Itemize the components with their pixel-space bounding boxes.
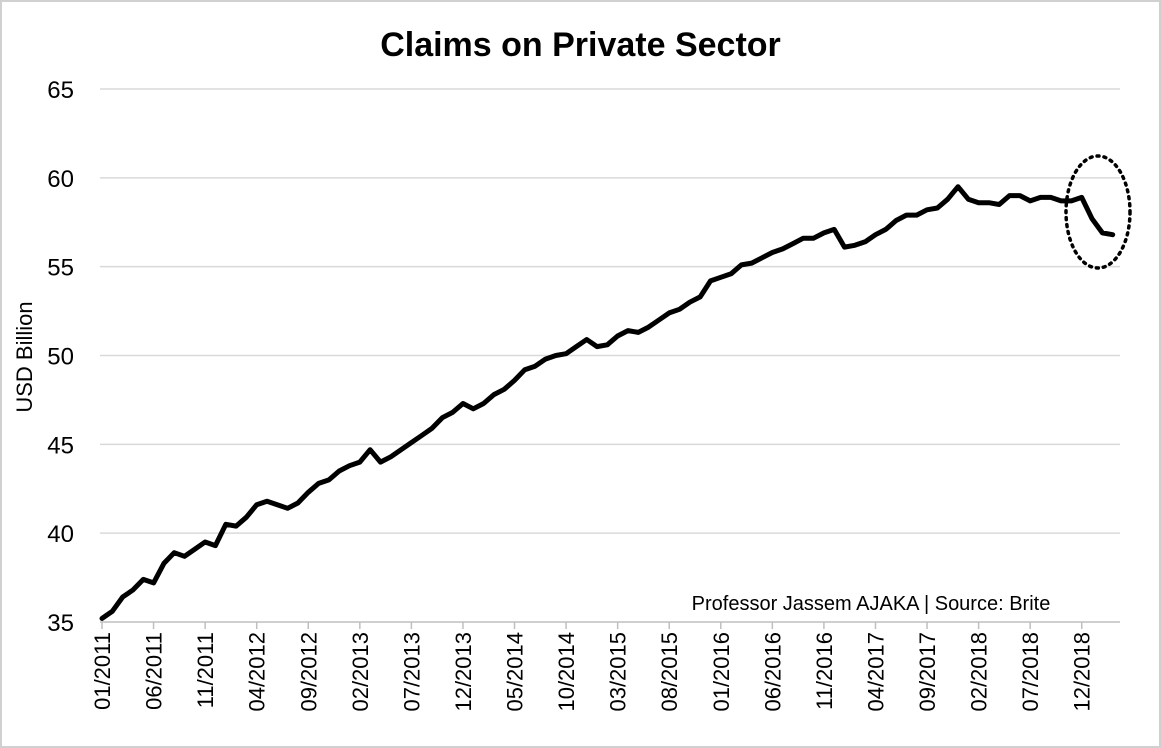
x-tick-label: 09/2012 [296, 632, 321, 712]
x-tick-label: 11/2016 [812, 632, 837, 710]
series-line-0 [99, 184, 1116, 621]
x-tick-label: 12/2018 [1070, 632, 1095, 712]
x-tick-label: 12/2013 [451, 632, 476, 712]
x-tick-label: 09/2017 [915, 632, 940, 712]
x-tick-label: 05/2014 [503, 632, 528, 712]
y-axis-label: USD Billion [12, 301, 37, 412]
gridlines [100, 88, 1120, 623]
x-tick-label: 08/2015 [657, 632, 682, 712]
x-tick-label: 01/2011 [90, 632, 115, 710]
x-tick-label: 02/2013 [348, 632, 373, 712]
x-axis-ticks: 01/2011 06/2011 11/2011 04/2012 09/2012 02/20… [90, 622, 1095, 712]
x-tick-label: 07/2018 [1018, 632, 1043, 712]
x-tick-label: 03/2015 [606, 632, 631, 712]
x-tick-label: 11/2011 [193, 632, 218, 708]
x-tick-label: 04/2017 [863, 632, 888, 712]
series-layer [99, 184, 1116, 621]
y-tick-label: 40 [47, 521, 74, 548]
x-tick-label: 06/2011 [142, 632, 167, 710]
y-tick-label: 60 [47, 166, 74, 193]
y-tick-label: 65 [47, 77, 74, 104]
chart-title: Claims on Private Sector [380, 26, 781, 64]
highlight-ellipse [1064, 154, 1132, 270]
x-tick-label: 04/2012 [245, 632, 270, 712]
x-tick-label: 02/2018 [967, 632, 992, 712]
y-tick-label: 35 [47, 610, 74, 637]
y-tick-label: 45 [47, 432, 74, 459]
x-tick-label: 06/2016 [760, 632, 785, 712]
x-tick-label: 01/2016 [709, 632, 734, 712]
source-annotation: Professor Jassem AJAKA | Source: Brite [692, 593, 1051, 615]
y-axis-ticks: 35 40 45 50 55 60 65 [47, 77, 74, 637]
y-tick-label: 55 [47, 255, 74, 282]
y-tick-label: 50 [47, 344, 74, 371]
x-tick-label: 10/2014 [554, 632, 579, 712]
x-tick-label: 07/2013 [399, 632, 424, 712]
